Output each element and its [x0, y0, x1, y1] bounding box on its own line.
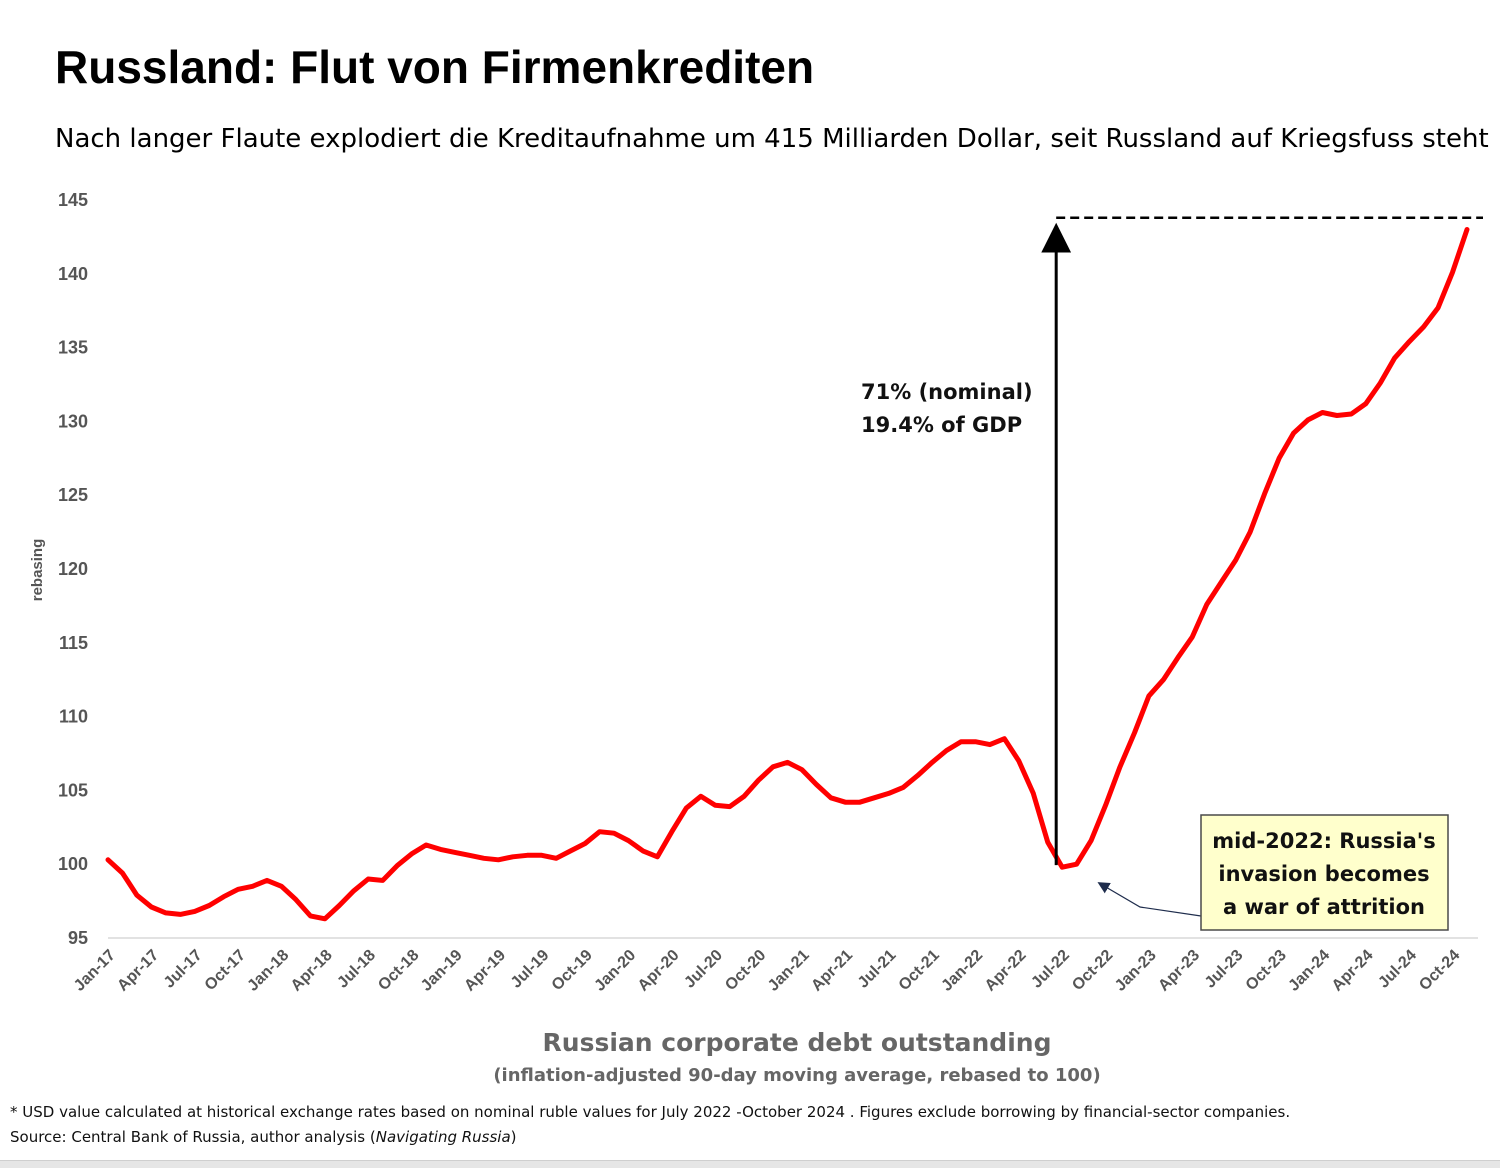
callout-box: [1200, 814, 1449, 931]
source-line: Source: Central Bank of Russia, author a…: [10, 1128, 517, 1146]
y-tick-label: 110: [59, 707, 88, 727]
x-tick-label: Oct-22: [1069, 947, 1116, 994]
bottom-scrollbar: [0, 1160, 1500, 1168]
x-tick-label: Jan-23: [1112, 947, 1160, 995]
x-tick-label: Jul-23: [1202, 947, 1247, 992]
x-tick-label: Apr-17: [114, 947, 162, 995]
y-tick-label: 125: [58, 485, 88, 505]
x-tick-label: Oct-21: [896, 947, 943, 994]
x-tick-label: Jul-22: [1028, 947, 1073, 992]
x-tick-label: Apr-20: [635, 947, 683, 995]
chart-title: Russland: Flut von Firmenkrediten: [55, 41, 815, 93]
arrow-label-nominal: 71% (nominal): [861, 380, 1033, 404]
x-tick-label: Jul-19: [508, 947, 553, 992]
x-axis-title: Russian corporate debt outstanding: [543, 1028, 1052, 1057]
footnote: * USD value calculated at historical exc…: [10, 1103, 1291, 1121]
x-tick-label: Oct-19: [549, 947, 596, 994]
x-tick-label: Apr-19: [461, 947, 509, 995]
x-tick-label: Jul-20: [681, 947, 726, 992]
callout-line-1: mid-2022: Russia's: [1212, 829, 1435, 853]
y-tick-label: 105: [58, 780, 88, 800]
y-tick-label: 120: [58, 559, 88, 579]
chart-subtitle: Nach langer Flaute explodiert die Kredit…: [55, 124, 1489, 154]
x-axis-ticks: Jan-17Apr-17Jul-17Oct-17Jan-18Apr-18Jul-…: [71, 947, 1463, 995]
series-line-debt: [105, 227, 1470, 922]
x-tick-label: Jul-21: [855, 947, 900, 992]
x-tick-label: Jan-24: [1285, 947, 1333, 995]
y-tick-label: 145: [58, 190, 88, 210]
source-italic: Navigating Russia: [375, 1128, 511, 1146]
x-tick-label: Jul-24: [1375, 947, 1420, 992]
x-tick-label: Oct-23: [1243, 947, 1290, 994]
y-tick-label: 95: [68, 928, 88, 948]
x-tick-label: Jan-22: [938, 947, 986, 995]
x-axis-subtitle: (inflation-adjusted 90-day moving averag…: [493, 1065, 1100, 1086]
y-tick-label: 100: [58, 854, 88, 874]
source-prefix: Source: Central Bank of Russia, author a…: [10, 1128, 376, 1146]
x-tick-label: Apr-23: [1155, 947, 1203, 995]
x-tick-label: Apr-22: [982, 947, 1030, 995]
x-tick-label: Apr-21: [808, 947, 856, 995]
x-tick-label: Oct-24: [1416, 947, 1463, 994]
x-tick-label: Apr-24: [1329, 947, 1377, 995]
x-tick-label: Oct-20: [722, 947, 769, 994]
x-tick-label: Oct-18: [375, 947, 422, 994]
y-tick-label: 135: [58, 338, 88, 358]
x-tick-label: Jan-17: [71, 947, 119, 995]
y-tick-label: 130: [58, 411, 88, 431]
y-axis-ticks: 95 100 105 110 115 120 125 130 135 140 145: [58, 190, 88, 948]
callout-line-2: invasion becomes: [1218, 862, 1429, 886]
callout-line-3: a war of attrition: [1223, 895, 1425, 919]
y-axis-label: rebasing: [29, 539, 46, 602]
x-tick-label: Jul-18: [334, 947, 379, 992]
x-tick-label: Jan-19: [418, 947, 466, 995]
source-suffix: ): [510, 1128, 517, 1146]
callout-pointer-arrow: [1097, 882, 1202, 917]
x-tick-label: Jan-18: [244, 947, 292, 995]
y-tick-label: 140: [58, 264, 88, 284]
x-tick-label: Oct-17: [202, 947, 249, 994]
x-tick-label: Apr-18: [288, 947, 336, 995]
arrow-label-gdp: 19.4% of GDP: [861, 413, 1022, 437]
x-tick-label: Jan-20: [591, 947, 639, 995]
x-tick-label: Jan-21: [765, 947, 813, 995]
y-tick-label: 115: [59, 633, 88, 653]
x-tick-label: Jul-17: [161, 947, 206, 992]
